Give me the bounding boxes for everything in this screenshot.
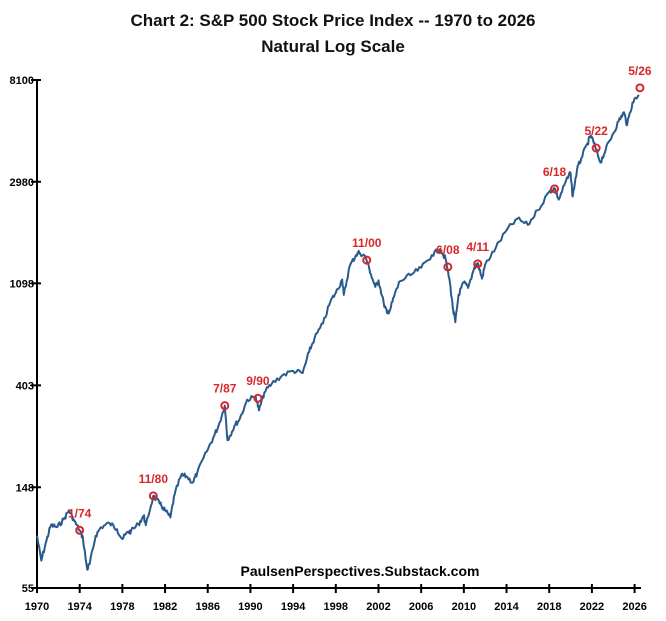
x-tick-label: 1998 xyxy=(324,601,348,613)
x-tick-label: 2006 xyxy=(409,601,433,613)
source-label: PaulsenPerspectives.Substack.com xyxy=(241,563,480,579)
annotation-marker xyxy=(75,525,85,535)
x-tick-label: 1994 xyxy=(281,601,306,613)
x-tick-label: 2014 xyxy=(494,601,519,613)
y-tick-label: 1098 xyxy=(10,278,34,290)
annotation-label: 9/90 xyxy=(246,374,270,388)
x-tick-label: 2010 xyxy=(452,601,476,613)
x-tick-label: 1990 xyxy=(238,601,262,613)
annotation-marker xyxy=(443,262,453,272)
x-tick-label: 1982 xyxy=(153,601,177,613)
annotation-marker xyxy=(591,143,601,153)
x-tick-label: 2002 xyxy=(366,601,390,613)
series-line-group xyxy=(36,94,640,571)
annotation-marker xyxy=(220,401,230,411)
annotation-label: 7/87 xyxy=(213,382,237,396)
x-tick-label: 2022 xyxy=(580,601,604,613)
annotation-marker xyxy=(473,259,483,269)
annotation-label: 5/26 xyxy=(628,64,652,78)
y-tick-label: 8100 xyxy=(10,75,34,87)
y-tick-label: 148 xyxy=(16,482,34,494)
x-tick-label: 1970 xyxy=(25,601,49,613)
annotation-label: 6/18 xyxy=(543,165,567,179)
y-tick-label: 2980 xyxy=(10,177,34,189)
x-tick-label: 1986 xyxy=(195,601,219,613)
x-tick-label: 2026 xyxy=(622,601,646,613)
annotation-label: 4/11 xyxy=(466,240,489,254)
annotation-label: 11/00 xyxy=(352,236,382,250)
x-tick-label: 1974 xyxy=(67,601,92,613)
annotation-group: 1/74 11/80 7/87 9/90 11/00 6/08 4/11 6/18 5/22 5/… xyxy=(68,64,652,535)
y-tick-label: 403 xyxy=(16,380,34,392)
annotation-label: 5/22 xyxy=(585,124,609,138)
annotation-marker xyxy=(148,491,158,501)
chart-title: Chart 2: S&P 500 Stock Price Index -- 19… xyxy=(130,11,535,30)
annotation-marker xyxy=(253,393,263,403)
chart-subtitle: Natural Log Scale xyxy=(261,37,405,56)
sp500-series-line xyxy=(36,94,640,571)
annotation-marker xyxy=(362,255,372,265)
annotation-marker xyxy=(550,184,560,194)
x-tick-label: 2018 xyxy=(537,601,561,613)
axes: 55 148 403 1098 2980 8100 1970 1974 1978 1982 1986… xyxy=(10,75,647,613)
x-tick-label: 1978 xyxy=(110,601,134,613)
y-tick-label: 55 xyxy=(22,583,34,595)
annotation-label: 11/80 xyxy=(139,472,169,486)
annotation-label: 1/74 xyxy=(68,506,92,520)
annotation-label: 6/08 xyxy=(436,243,460,257)
annotation-marker xyxy=(635,83,645,93)
